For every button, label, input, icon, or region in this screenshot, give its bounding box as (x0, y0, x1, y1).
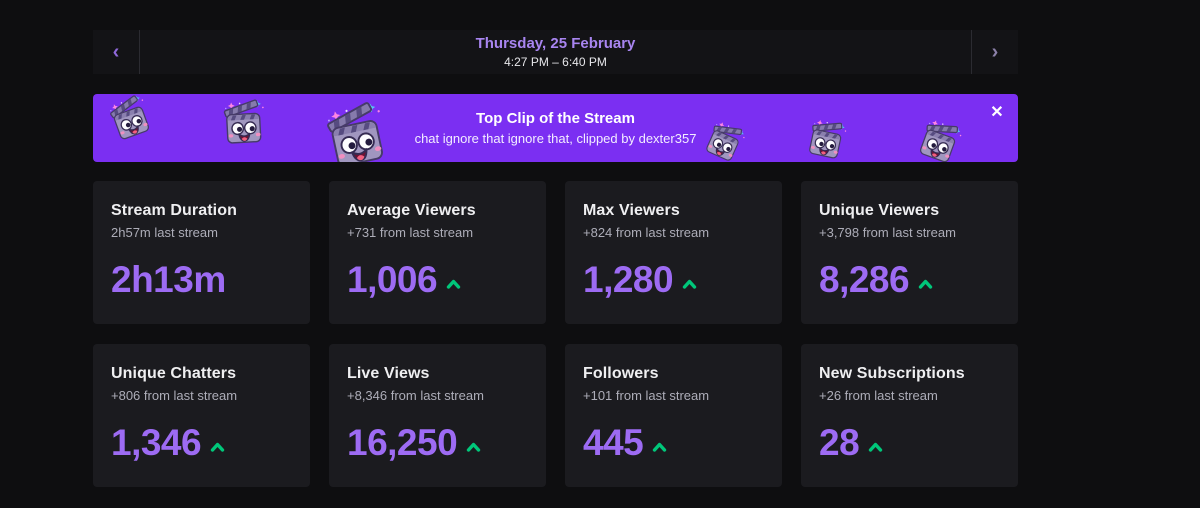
stat-title: Live Views (347, 365, 430, 382)
stat-card-unique-chatters: Unique Chatters +806 from last stream 1,… (93, 344, 310, 487)
stat-comparison: +8,346 from last stream (347, 388, 484, 403)
stat-comparison: +824 from last stream (583, 225, 710, 240)
next-stream-button[interactable]: › (972, 30, 1018, 74)
stat-value: 8,286 (819, 259, 910, 300)
banner-text: Top Clip of the Stream chat ignore that … (93, 110, 1018, 146)
date-label: Thursday, 25 February (475, 35, 636, 52)
stat-title: Followers (583, 365, 659, 382)
stat-card-new-subscriptions: New Subscriptions +26 from last stream 2… (801, 344, 1018, 487)
stats-grid: Stream Duration 2h57m last stream 2h13m … (93, 181, 1018, 487)
chevron-right-icon: › (991, 41, 999, 63)
trend-up-icon (868, 442, 883, 452)
stat-title: Stream Duration (111, 202, 237, 219)
stat-comparison: +731 from last stream (347, 225, 474, 240)
stat-card-live-views: Live Views +8,346 from last stream 16,25… (329, 344, 546, 487)
trend-up-icon (446, 279, 461, 289)
stat-card-followers: Followers +101 from last stream 445 (565, 344, 782, 487)
top-clip-banner: Top Clip of the Stream chat ignore that … (93, 94, 1018, 162)
stat-value: 1,280 (583, 259, 674, 300)
time-range-label: 4:27 PM – 6:40 PM (504, 55, 607, 69)
date-display-button[interactable]: Thursday, 25 February 4:27 PM – 6:40 PM (139, 30, 972, 74)
stat-value: 2h13m (111, 259, 226, 300)
trend-up-icon (210, 442, 225, 452)
stat-card-unique-viewers: Unique Viewers +3,798 from last stream 8… (801, 181, 1018, 324)
stat-title: Unique Viewers (819, 202, 940, 219)
stat-title: Unique Chatters (111, 365, 237, 382)
stat-title: Average Viewers (347, 202, 476, 219)
stat-value: 445 (583, 422, 644, 463)
banner-subtitle: chat ignore that ignore that, clipped by… (414, 131, 697, 146)
stat-value: 28 (819, 422, 860, 463)
stat-title: Max Viewers (583, 202, 680, 219)
stat-card-max-viewers: Max Viewers +824 from last stream 1,280 (565, 181, 782, 324)
stat-title: New Subscriptions (819, 365, 965, 382)
close-icon: ✕ (990, 104, 1004, 121)
stat-value: 1,006 (347, 259, 438, 300)
stat-value: 1,346 (111, 422, 202, 463)
previous-stream-button[interactable]: ‹ (93, 30, 139, 74)
trend-up-icon (653, 442, 667, 452)
trend-up-icon (466, 442, 481, 452)
stat-card-average-viewers: Average Viewers +731 from last stream 1,… (329, 181, 546, 324)
chevron-left-icon: ‹ (112, 41, 120, 63)
stat-comparison: +3,798 from last stream (819, 225, 956, 240)
stat-comparison: +101 from last stream (583, 388, 710, 403)
stat-comparison: +26 from last stream (819, 388, 938, 403)
stat-comparison: +806 from last stream (111, 388, 238, 403)
trend-up-icon (682, 279, 697, 289)
stat-card-stream-duration: Stream Duration 2h57m last stream 2h13m (93, 181, 310, 324)
stat-value: 16,250 (347, 422, 458, 463)
stat-comparison: 2h57m last stream (111, 225, 218, 240)
banner-title: Top Clip of the Stream (476, 110, 635, 127)
trend-up-icon (918, 279, 933, 289)
close-banner-button[interactable]: ✕ (986, 102, 1008, 124)
stream-summary-page: ‹ Thursday, 25 February 4:27 PM – 6:40 P… (93, 0, 1018, 487)
date-navigation: ‹ Thursday, 25 February 4:27 PM – 6:40 P… (93, 30, 1018, 74)
